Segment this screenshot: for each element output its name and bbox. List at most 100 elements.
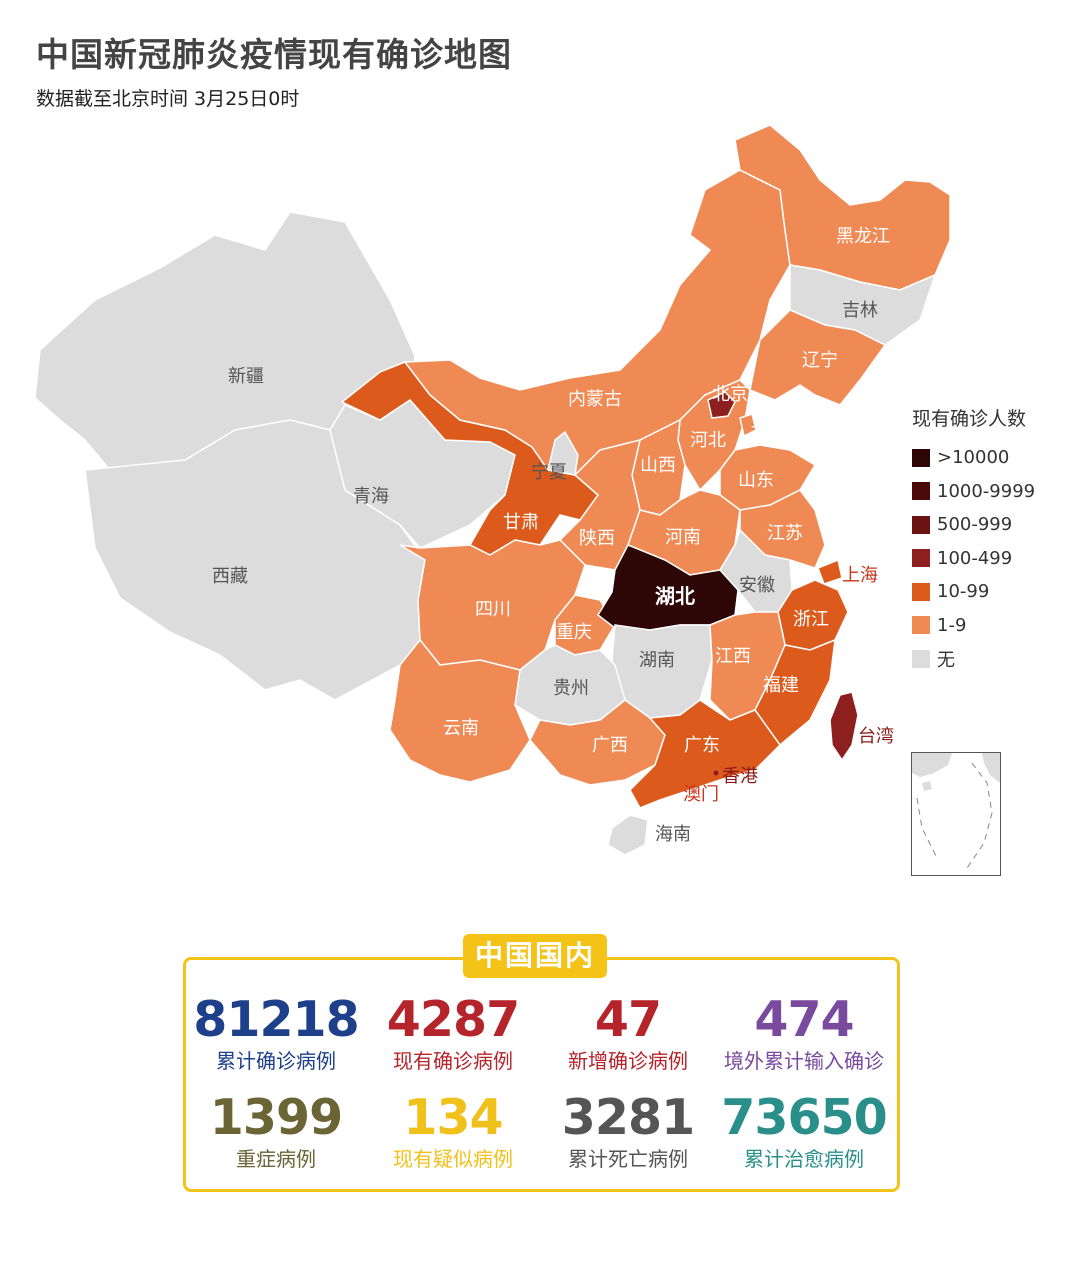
stat-value: 474 <box>754 991 854 1048</box>
label-湖北: 湖北 <box>655 584 695 608</box>
china-map: 新疆 西藏 青海 甘肃 宁夏 内蒙古 黑龙江 吉林 辽宁 北京 天津 河北 山西… <box>34 124 951 856</box>
province-台湾[interactable] <box>829 691 859 762</box>
label-青海: 青海 <box>353 486 389 507</box>
label-北京: 北京 <box>712 384 748 405</box>
label-山西: 山西 <box>640 455 676 476</box>
page-title: 中国新冠肺炎疫情现有确诊地图 <box>36 35 512 74</box>
label-福建: 福建 <box>763 675 799 696</box>
legend-swatch <box>912 482 930 501</box>
province-云南[interactable] <box>389 638 531 783</box>
stat-recovered: 73650 累计治愈病例 <box>714 1092 894 1172</box>
stat-suspected: 134 现有疑似病例 <box>363 1092 543 1172</box>
stat-label: 重症病例 <box>236 1147 316 1171</box>
stat-new-confirmed: 47 新增确诊病例 <box>538 994 718 1074</box>
legend-item: 1-9 <box>912 609 1035 643</box>
legend-label: 1-9 <box>937 614 967 636</box>
legend-title: 现有确诊人数 <box>912 408 1027 430</box>
label-广东: 广东 <box>684 735 720 756</box>
province-天津[interactable] <box>739 413 757 438</box>
stat-value: 134 <box>403 1089 503 1146</box>
province-澳门[interactable] <box>702 771 706 775</box>
stat-label: 累计确诊病例 <box>216 1049 336 1073</box>
legend-item: 500-999 <box>912 508 1035 542</box>
label-西藏: 西藏 <box>212 566 248 587</box>
province-海南[interactable] <box>607 814 649 856</box>
legend-swatch <box>912 616 930 635</box>
legend-item: 100-499 <box>912 542 1035 576</box>
province-北京[interactable] <box>707 391 736 419</box>
label-香港: 香港 <box>722 766 758 787</box>
label-河北: 河北 <box>690 430 726 451</box>
stat-value: 1399 <box>209 1089 343 1146</box>
legend-swatch <box>912 582 930 601</box>
label-广西: 广西 <box>592 735 628 756</box>
label-四川: 四川 <box>475 599 511 620</box>
stat-current-confirmed: 4287 现有确诊病例 <box>363 994 543 1074</box>
legend-label: 100-499 <box>937 547 1013 569</box>
stat-severe: 1399 重症病例 <box>186 1092 366 1172</box>
stat-label: 现有确诊病例 <box>393 1049 513 1073</box>
south-china-sea-inset <box>911 752 1001 876</box>
stat-label: 现有疑似病例 <box>393 1147 513 1171</box>
province-黑龙江[interactable] <box>734 124 951 291</box>
province-宁夏[interactable] <box>547 430 579 476</box>
stat-deaths: 3281 累计死亡病例 <box>538 1092 718 1172</box>
map-legend: 现有确诊人数 >10000 1000-9999 500-999 100-499 10-9… <box>912 404 1035 676</box>
province-香港[interactable] <box>713 770 719 776</box>
legend-item: 1000-9999 <box>912 475 1035 509</box>
label-黑龙江: 黑龙江 <box>836 226 890 247</box>
label-澳门: 澳门 <box>683 784 719 805</box>
stat-cumulative-confirmed: 81218 累计确诊病例 <box>186 994 366 1074</box>
province-辽宁[interactable] <box>749 309 887 406</box>
label-台湾: 台湾 <box>858 726 894 747</box>
stat-imported-cumulative: 474 境外累计输入确诊 <box>714 994 894 1074</box>
legend-label: 500-999 <box>937 514 1013 536</box>
province-福建[interactable] <box>754 638 836 747</box>
stat-value: 47 <box>594 991 662 1048</box>
province-贵州[interactable] <box>514 644 626 726</box>
legend-swatch <box>912 649 930 668</box>
label-重庆: 重庆 <box>556 622 592 643</box>
label-吉林: 吉林 <box>842 300 878 321</box>
label-天津: 天津 <box>750 424 786 445</box>
label-甘肃: 甘肃 <box>503 512 539 533</box>
panel-title: 中国国内 <box>463 934 607 978</box>
province-上海[interactable] <box>817 558 843 585</box>
province-广东[interactable] <box>629 699 781 809</box>
label-辽宁: 辽宁 <box>802 350 838 371</box>
label-安徽: 安徽 <box>739 575 775 596</box>
label-云南: 云南 <box>443 718 479 739</box>
legend-label: 1000-9999 <box>937 480 1036 502</box>
province-labels: 新疆 西藏 青海 甘肃 宁夏 内蒙古 黑龙江 吉林 辽宁 北京 天津 河北 山西… <box>212 226 894 845</box>
stat-value: 81218 <box>193 991 359 1048</box>
stat-label: 累计死亡病例 <box>568 1147 688 1171</box>
legend-item: 10-99 <box>912 575 1035 609</box>
label-湖南: 湖南 <box>639 650 675 671</box>
label-海南: 海南 <box>655 824 691 845</box>
stat-label: 累计治愈病例 <box>744 1147 864 1171</box>
legend-label: >10000 <box>937 447 1010 469</box>
label-宁夏: 宁夏 <box>531 462 567 483</box>
label-山东: 山东 <box>738 470 774 491</box>
legend-label: 无 <box>937 649 955 671</box>
label-内蒙古: 内蒙古 <box>568 389 622 410</box>
label-河南: 河南 <box>665 527 701 548</box>
legend-swatch <box>912 549 930 568</box>
label-新疆: 新疆 <box>228 366 264 387</box>
stat-value: 73650 <box>721 1089 887 1146</box>
label-江西: 江西 <box>715 646 751 667</box>
legend-swatch <box>912 515 930 534</box>
page-subtitle: 数据截至北京时间 3月25日0时 <box>36 88 300 110</box>
label-陕西: 陕西 <box>579 528 615 549</box>
legend-item: 无 <box>912 642 1035 676</box>
legend-swatch <box>912 448 930 467</box>
stat-value: 4287 <box>386 991 520 1048</box>
legend-item: >10000 <box>912 441 1035 475</box>
label-江苏: 江苏 <box>767 523 803 544</box>
legend-label: 10-99 <box>937 581 990 603</box>
label-浙江: 浙江 <box>793 609 829 630</box>
stat-label: 新增确诊病例 <box>568 1049 688 1073</box>
stat-value: 3281 <box>561 1089 695 1146</box>
stat-label: 境外累计输入确诊 <box>724 1049 884 1073</box>
label-上海: 上海 <box>842 565 878 586</box>
